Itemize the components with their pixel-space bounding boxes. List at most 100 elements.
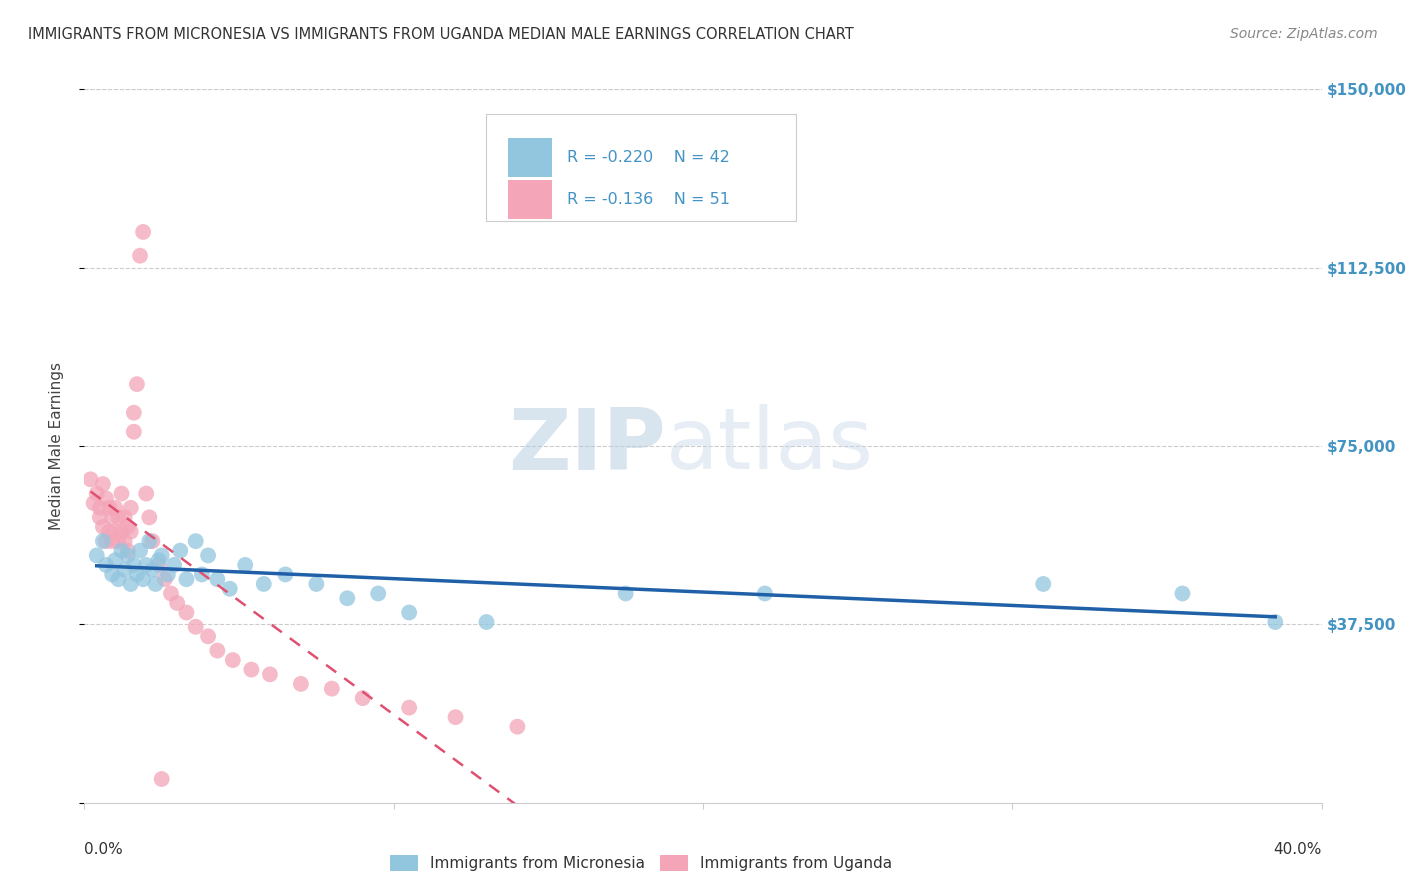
Point (122, 406, 145, 420)
Point (240, 663, 263, 677)
Y-axis label: Median Male Earnings: Median Male Earnings (49, 362, 63, 530)
FancyBboxPatch shape (486, 114, 796, 221)
Point (207, 643, 229, 657)
Text: ZIP: ZIP (508, 404, 666, 488)
Point (94, 558, 117, 572)
Point (156, 567, 179, 582)
Point (207, 572, 229, 586)
Point (122, 425, 145, 439)
FancyBboxPatch shape (508, 138, 553, 178)
Point (141, 563, 163, 577)
Point (89, 500, 111, 515)
Point (107, 534, 129, 549)
Text: 40.0%: 40.0% (1274, 842, 1322, 857)
Point (107, 572, 129, 586)
Point (125, 377, 148, 392)
Point (169, 543, 191, 558)
Point (163, 558, 186, 572)
Point (120, 577, 142, 591)
Point (107, 510, 129, 524)
Point (321, 681, 343, 696)
Point (120, 500, 142, 515)
Point (506, 720, 529, 734)
Point (91, 477, 114, 491)
Point (138, 510, 160, 524)
Point (352, 691, 374, 706)
Point (104, 553, 127, 567)
Point (132, 225, 155, 239)
Point (197, 549, 219, 563)
Point (135, 486, 157, 500)
Point (101, 510, 124, 524)
Point (104, 500, 127, 515)
Point (166, 596, 188, 610)
Point (117, 549, 139, 563)
Point (475, 615, 498, 629)
Point (1171, 586, 1194, 600)
Point (110, 543, 132, 558)
Point (83, 496, 105, 510)
Point (101, 534, 124, 549)
Point (120, 524, 142, 539)
Point (110, 524, 132, 539)
Point (79, 472, 101, 486)
Point (176, 572, 198, 586)
Point (614, 586, 637, 600)
Point (259, 667, 281, 681)
Point (110, 486, 132, 500)
Text: IMMIGRANTS FROM MICRONESIA VS IMMIGRANTS FROM UGANDA MEDIAN MALE EARNINGS CORREL: IMMIGRANTS FROM MICRONESIA VS IMMIGRANTS… (28, 27, 853, 42)
Point (91, 520, 114, 534)
Point (145, 577, 167, 591)
Point (122, 558, 145, 572)
Point (150, 549, 173, 563)
Point (274, 567, 297, 582)
Point (104, 524, 127, 539)
Text: 0.0%: 0.0% (84, 842, 124, 857)
Point (222, 653, 245, 667)
Point (1032, 577, 1054, 591)
Point (184, 620, 207, 634)
FancyBboxPatch shape (508, 180, 553, 219)
Point (1264, 615, 1286, 629)
Point (117, 520, 139, 534)
Point (91, 534, 114, 549)
Point (184, 534, 207, 549)
Point (290, 677, 312, 691)
Point (398, 700, 420, 714)
Point (176, 606, 198, 620)
Point (197, 629, 219, 643)
Point (98, 524, 121, 539)
Point (253, 577, 276, 591)
Point (94, 491, 117, 506)
Legend: Immigrants from Micronesia, Immigrants from Uganda: Immigrants from Micronesia, Immigrants f… (384, 849, 898, 877)
Point (125, 567, 148, 582)
Point (141, 534, 163, 549)
Point (98, 500, 121, 515)
Point (86, 486, 108, 500)
Text: R = -0.220    N = 42: R = -0.220 N = 42 (567, 150, 730, 165)
Point (135, 558, 157, 572)
Point (129, 543, 152, 558)
Point (114, 534, 136, 549)
Text: Source: ZipAtlas.com: Source: ZipAtlas.com (1230, 27, 1378, 41)
Point (129, 249, 152, 263)
Point (89, 510, 111, 524)
Point (233, 558, 256, 572)
Point (305, 577, 328, 591)
Point (398, 606, 420, 620)
Point (101, 567, 124, 582)
Point (444, 710, 467, 724)
Point (114, 510, 136, 524)
Point (191, 567, 214, 582)
Text: atlas: atlas (666, 404, 875, 488)
Point (336, 591, 359, 606)
Point (138, 534, 160, 549)
Point (754, 586, 776, 600)
Point (160, 586, 183, 600)
Point (114, 563, 136, 577)
Point (148, 553, 170, 567)
Point (148, 558, 170, 572)
Point (153, 572, 176, 586)
Point (367, 586, 389, 600)
Point (117, 543, 139, 558)
